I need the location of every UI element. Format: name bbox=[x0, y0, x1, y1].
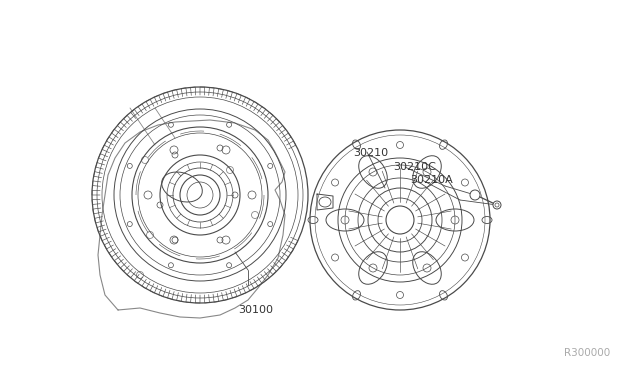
Text: 30210A: 30210A bbox=[410, 175, 452, 185]
Text: 30100: 30100 bbox=[238, 305, 273, 315]
Text: R300000: R300000 bbox=[564, 348, 610, 358]
Circle shape bbox=[493, 201, 501, 209]
Text: 30210: 30210 bbox=[353, 148, 388, 158]
Text: 30210C: 30210C bbox=[393, 162, 436, 172]
Circle shape bbox=[470, 190, 480, 200]
